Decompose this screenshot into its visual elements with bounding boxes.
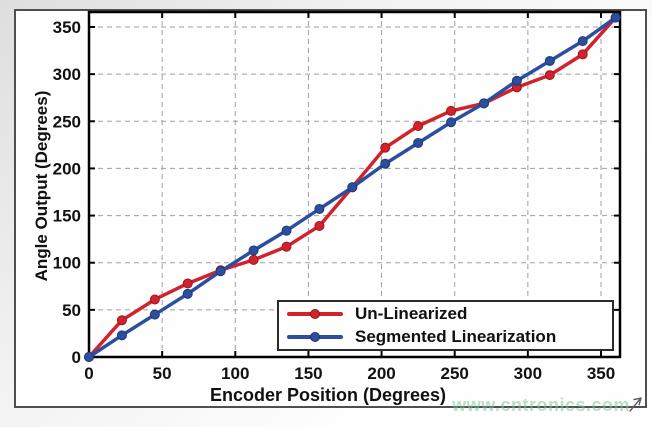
data-point-marker-segmented-linearization: [116, 330, 127, 341]
y-tick-label: 250: [53, 112, 81, 131]
x-tick-label: 200: [367, 364, 395, 383]
data-point-marker-un-linearized: [149, 294, 160, 305]
data-point-marker-un-linearized: [577, 49, 588, 60]
legend-label: Un-Linearized: [355, 304, 468, 323]
x-tick-label: 300: [514, 364, 542, 383]
legend-label: Segmented Linearization: [355, 327, 557, 346]
y-tick-label: 300: [53, 65, 81, 84]
data-point-marker-segmented-linearization: [215, 266, 226, 277]
data-point-marker-un-linearized: [413, 121, 424, 131]
data-point-marker-segmented-linearization: [446, 117, 457, 128]
data-point-marker-segmented-linearization: [610, 12, 621, 23]
x-tick-label: 100: [221, 364, 249, 383]
data-point-marker-un-linearized: [446, 105, 457, 116]
data-point-marker-un-linearized: [116, 315, 127, 326]
x-tick-label: 150: [294, 364, 322, 383]
data-point-marker-segmented-linearization: [84, 352, 94, 362]
data-point-marker-segmented-linearization: [380, 158, 391, 169]
watermark: www.cntronics.com: [452, 395, 630, 415]
data-point-marker-segmented-linearization: [511, 75, 522, 86]
x-tick-label: 250: [441, 364, 469, 383]
y-tick-label: 150: [53, 207, 81, 226]
data-point-marker-un-linearized: [281, 241, 292, 252]
data-point-marker-segmented-linearization: [577, 36, 588, 47]
data-point-marker-segmented-linearization: [314, 203, 325, 214]
y-tick-label: 50: [62, 301, 81, 320]
legend-item-segmented-linearization: Segmented Linearization: [287, 327, 604, 347]
data-point-marker-segmented-linearization: [248, 245, 259, 256]
data-point-marker-segmented-linearization: [413, 137, 424, 148]
data-point-marker-segmented-linearization: [478, 98, 489, 109]
x-tick-label: 0: [84, 364, 93, 383]
data-point-marker-un-linearized: [182, 278, 193, 289]
data-point-marker-un-linearized: [380, 142, 391, 153]
y-axis-label: Angle Output (Degrees): [32, 90, 51, 282]
x-tick-label: 50: [153, 364, 172, 383]
data-point-marker-segmented-linearization: [182, 288, 193, 299]
y-tick-label: 200: [53, 159, 81, 178]
y-tick-label: 0: [72, 348, 81, 367]
cursor-arrow-icon: [629, 397, 642, 412]
data-point-marker-un-linearized: [544, 70, 555, 81]
legend-item-un-linearized: Un-Linearized: [287, 304, 604, 324]
y-tick-label: 100: [53, 254, 81, 273]
data-point-marker-un-linearized: [314, 220, 325, 231]
x-axis-label: Encoder Position (Degrees): [210, 385, 447, 405]
legend-swatch-red-line-marker: [287, 308, 343, 320]
data-point-marker-un-linearized: [248, 254, 259, 265]
data-point-marker-segmented-linearization: [281, 225, 292, 236]
data-point-marker-segmented-linearization: [149, 309, 160, 320]
legend: Un-Linearized Segmented Linearization: [277, 300, 614, 351]
data-point-marker-segmented-linearization: [544, 55, 555, 66]
plot-border: [87, 10, 622, 359]
legend-swatch-blue-line-marker: [287, 331, 343, 343]
data-point-marker-segmented-linearization: [347, 182, 358, 193]
y-tick-label: 350: [53, 18, 81, 37]
x-tick-label: 350: [587, 364, 615, 383]
